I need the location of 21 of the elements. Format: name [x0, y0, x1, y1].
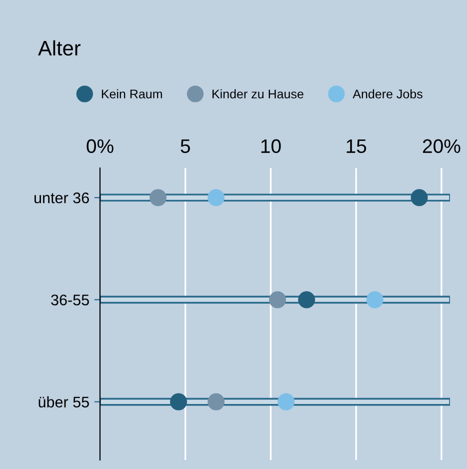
y-tick-label: über 55: [38, 396, 89, 408]
x-tick-label: 10: [261, 139, 281, 154]
y-tick-label: unter 36: [34, 192, 89, 204]
x-tick-label: 20%: [422, 139, 460, 154]
point: [170, 393, 188, 410]
point: [269, 291, 286, 308]
point: [208, 393, 225, 410]
chart-title: Alter: [38, 40, 80, 56]
legend-label: Kinder zu Hause: [212, 89, 304, 98]
legend-label: Andere Jobs: [352, 89, 422, 98]
point: [366, 291, 384, 308]
legend-label: Kein Raum: [102, 89, 162, 98]
x-tick-label: 5: [180, 139, 190, 154]
point: [150, 189, 167, 206]
x-tick-label: 15: [346, 139, 366, 154]
point: [278, 393, 295, 410]
y-tick-label: 36-55: [51, 294, 89, 306]
x-tick-label: 0%: [86, 139, 114, 154]
point: [208, 189, 225, 206]
point: [410, 189, 428, 206]
point: [298, 291, 316, 308]
